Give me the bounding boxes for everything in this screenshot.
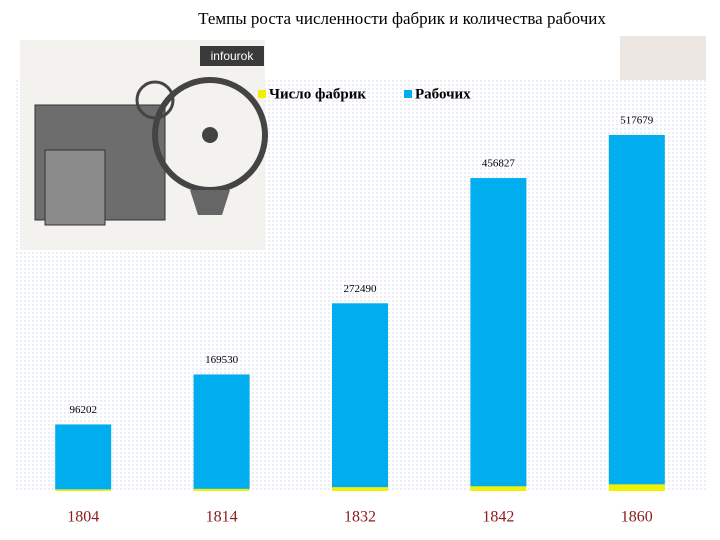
bar-segment: [470, 178, 527, 487]
x-tick-label: 1842: [482, 509, 514, 526]
data-label: 96202: [69, 404, 97, 416]
bar-segment: [332, 303, 388, 488]
data-label: 456827: [482, 158, 516, 170]
bar-segment: [193, 374, 250, 489]
watermark: infourok: [211, 49, 255, 63]
x-tick-label: 1814: [206, 509, 238, 526]
bar-segment: [193, 488, 250, 491]
x-tick-label: 1804: [67, 509, 99, 526]
bar-segment: [55, 489, 112, 491]
bar-segment: [470, 486, 527, 491]
bar-segment: [608, 135, 665, 485]
data-label: 272490: [344, 283, 378, 295]
bar-segment: [608, 484, 665, 491]
chart-title: Темпы роста численности фабрик и количес…: [198, 9, 606, 28]
legend: Число фабрик Рабочих: [258, 86, 471, 102]
x-tick-label: 1832: [344, 509, 376, 526]
legend-label: Рабочих: [415, 86, 471, 102]
legend-swatch: [258, 90, 266, 98]
bar-segment: [332, 487, 388, 491]
bar-segment: [55, 424, 112, 490]
data-label: 517679: [620, 115, 654, 127]
data-label: 169530: [205, 354, 239, 366]
legend-swatch: [404, 90, 412, 98]
x-tick-label: 1860: [621, 509, 653, 526]
engine-illustration: infourok: [20, 40, 268, 250]
portrait: [620, 36, 706, 80]
legend-label: Число фабрик: [269, 86, 366, 102]
